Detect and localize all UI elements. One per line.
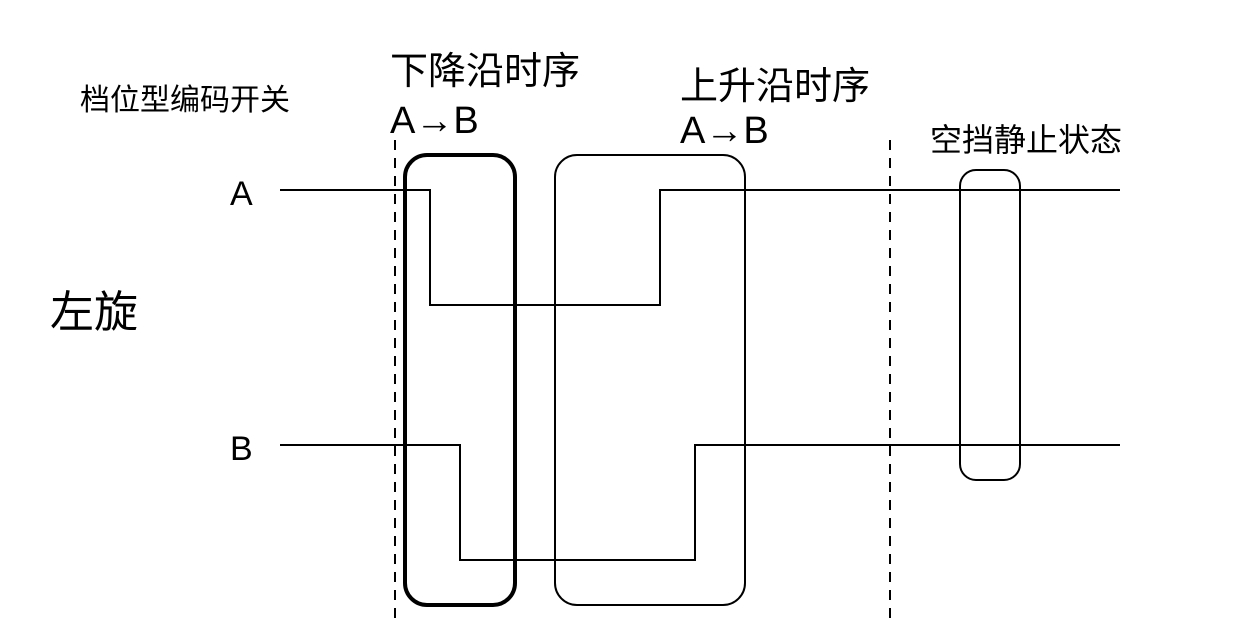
timing-diagram: [0, 0, 1240, 644]
